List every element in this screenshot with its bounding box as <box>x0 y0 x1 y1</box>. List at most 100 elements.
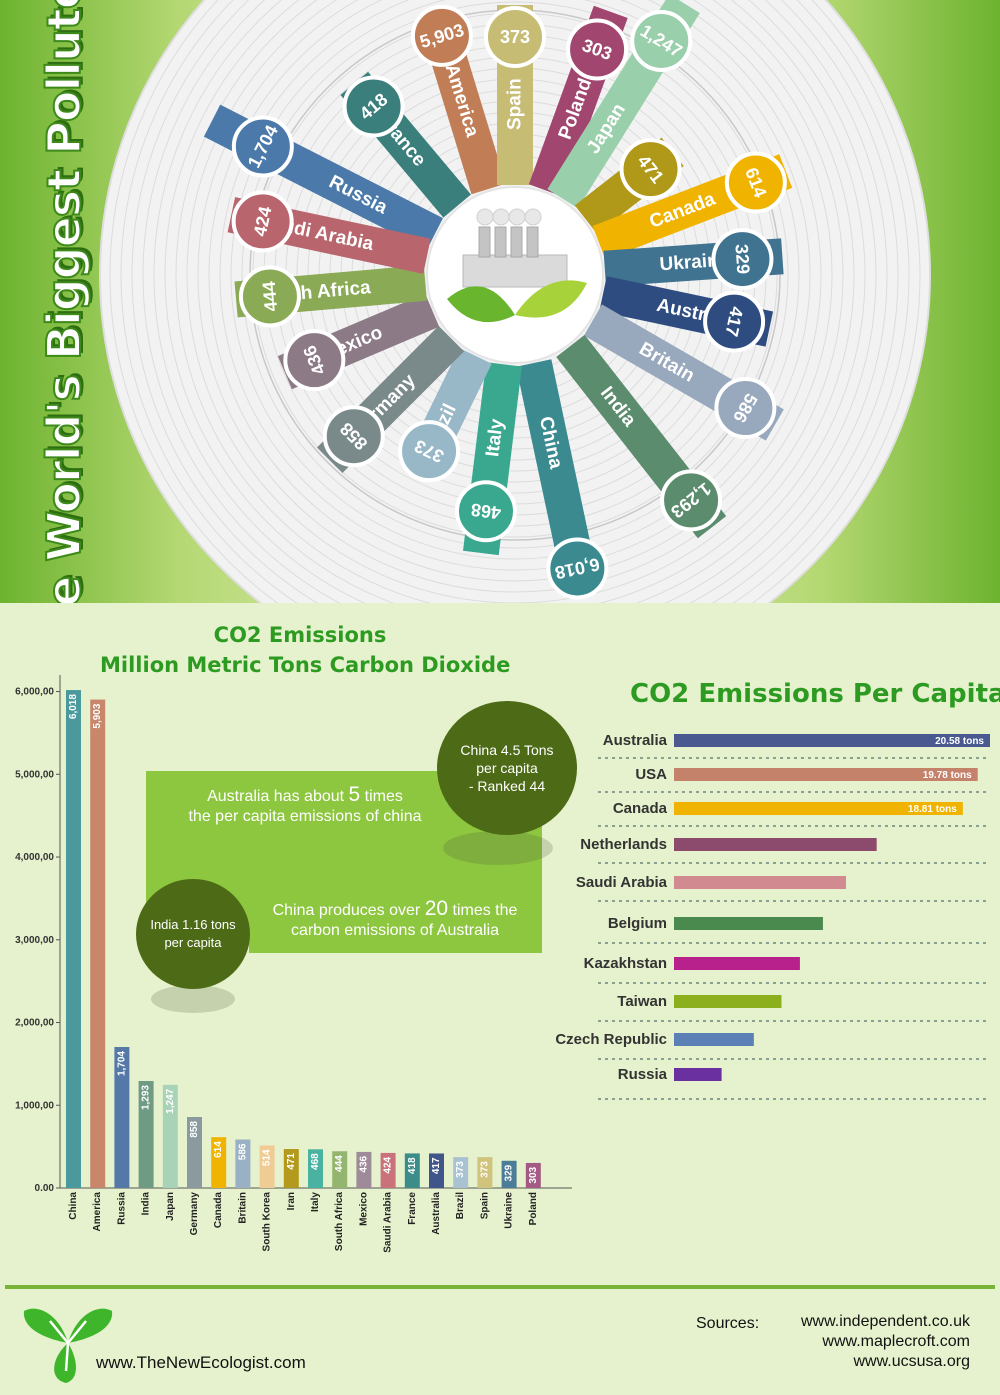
china-bubble-line3: - Ranked 44 <box>468 778 546 794</box>
radial-value-circle <box>703 290 766 353</box>
bar-value-label: 1,247 <box>165 1088 176 1113</box>
radial-value-circle <box>546 537 609 600</box>
bar-value-label: 1,293 <box>141 1085 152 1110</box>
bar-india <box>138 1081 154 1188</box>
bar-britain <box>235 1139 251 1188</box>
callout-china-num: 20 <box>424 897 449 920</box>
india-bubble-line1: India 1.16 tons <box>150 917 236 932</box>
source-line-3: www.ucsusa.org <box>853 1353 971 1370</box>
pc-label-canada: Canada <box>613 800 668 817</box>
x-tick-label: Japan <box>165 1192 176 1221</box>
pc-bar-belgium <box>674 917 823 930</box>
radial-value-circle <box>231 190 294 253</box>
radial-value-circle <box>714 377 777 439</box>
pc-label-czech-republic: Czech Republic <box>555 1031 667 1048</box>
y-tick-label: 3,000,00 <box>15 935 54 946</box>
x-tick-label: Canada <box>213 1192 224 1229</box>
china-bubble-line2: per capita <box>476 760 538 776</box>
pc-bar-russia <box>674 1068 722 1081</box>
bar-value-label: 424 <box>383 1156 394 1173</box>
bar-australia <box>429 1153 444 1188</box>
radial-value-circle <box>566 18 629 81</box>
radial-ring <box>208 0 822 582</box>
pc-bar-czech-republic <box>674 1033 754 1046</box>
radial-value-circle <box>660 469 723 532</box>
bar-value-label: 373 <box>455 1161 466 1178</box>
x-tick-label: Russia <box>116 1192 127 1225</box>
factory-chimney <box>478 226 491 258</box>
pc-label-australia: Australia <box>603 732 668 749</box>
callout-australia-post: times <box>360 788 403 805</box>
bar-america <box>90 699 106 1188</box>
bar-italy <box>308 1149 323 1188</box>
bar-value-label: 468 <box>310 1153 321 1170</box>
x-tick-label: South Africa <box>334 1192 345 1252</box>
india-bubble: India 1.16 tons per capita <box>136 879 250 989</box>
radial-ring <box>109 0 921 603</box>
source-line-1: www.independent.co.uk <box>801 1313 970 1330</box>
china-bubble-shadow <box>443 831 553 865</box>
radial-ring <box>164 0 866 603</box>
x-tick-label: Spain <box>479 1192 490 1219</box>
smoke-puff <box>492 208 510 226</box>
x-tick-label: South Korea <box>262 1192 273 1252</box>
x-tick-label: Italy <box>310 1192 321 1212</box>
x-tick-label: Iran <box>286 1192 297 1210</box>
x-tick-label: Mexico <box>358 1192 369 1226</box>
factory-icon <box>447 208 587 323</box>
callout-australia-pre: Australia has about <box>207 788 349 805</box>
factory-chimney <box>510 226 523 258</box>
x-tick-label: France <box>407 1192 418 1225</box>
radial-value-circle <box>619 138 682 201</box>
pc-bar-australia <box>674 734 990 747</box>
radial-chart: RussiaFranceAmericaSpainPolandJapanIranC… <box>99 0 931 603</box>
pc-value-label: 20.58 tons <box>935 736 984 747</box>
radial-ring <box>230 0 800 560</box>
bar-spain <box>477 1157 493 1188</box>
radial-value-label: 468 <box>470 499 502 523</box>
pc-label-saudi-arabia: Saudi Arabia <box>576 874 668 891</box>
callout-china-pre: China produces over <box>272 902 425 919</box>
pc-bar-usa <box>674 768 978 781</box>
pc-bar-saudi-arabia <box>674 876 846 889</box>
pc-bar-netherlands <box>674 838 877 851</box>
x-tick-label: Germany <box>189 1192 200 1236</box>
bar-china <box>66 690 81 1188</box>
footer-site: www.TheNewEcologist.com <box>96 1353 306 1372</box>
bar-brazil <box>453 1157 469 1188</box>
bar-chart-subtitle: Million Metric Tons Carbon Dioxide <box>100 653 511 677</box>
bar-value-label: 6,018 <box>68 694 79 719</box>
radial-value-circle <box>342 75 405 138</box>
bar-germany <box>187 1117 202 1188</box>
callout-china: China produces over 20 times the carbon … <box>248 897 542 941</box>
callout-china-post: times the <box>448 902 518 919</box>
smoke-puff <box>476 208 494 226</box>
pc-label-netherlands: Netherlands <box>580 836 667 853</box>
radial-value-circle <box>454 480 517 543</box>
bar-value-label: 586 <box>237 1143 248 1160</box>
footer-divider <box>5 1285 995 1289</box>
x-tick-label: America <box>92 1192 103 1232</box>
per-capita-title: CO2 Emissions Per Capita <box>630 679 1000 709</box>
callout-china-line2: carbon emissions of Australia <box>290 922 500 939</box>
y-tick-label: 2,000,00 <box>15 1018 54 1029</box>
callout-australia: Australia has about 5 times the per capi… <box>150 783 460 827</box>
y-tick-label: 5,000,00 <box>15 769 54 780</box>
factory-chimney <box>494 226 507 258</box>
callout-australia-line2: the per capita emissions of china <box>188 808 422 825</box>
bar-value-label: 514 <box>262 1149 273 1166</box>
bar-value-label: 5,903 <box>92 703 103 728</box>
pc-label-russia: Russia <box>618 1066 668 1083</box>
page-title: The World's Biggest Polluters <box>36 0 92 603</box>
x-tick-label: Saudi Arabia <box>383 1192 394 1253</box>
bar-south-korea <box>259 1145 275 1188</box>
factory-chimney <box>526 226 539 258</box>
per-capita-bar-chart: Australia 20.58 tons USA 19.78 tons Canada 18… <box>555 732 990 1100</box>
bar-japan <box>162 1084 178 1188</box>
radial-value-circle <box>283 329 346 392</box>
pc-label-kazakhstan: Kazakhstan <box>584 955 667 972</box>
radial-ring <box>241 1 789 549</box>
bar-chart-title: CO2 Emissions <box>213 623 387 647</box>
callout-australia-num: 5 <box>348 783 361 806</box>
bar-value-label: 858 <box>189 1121 200 1138</box>
